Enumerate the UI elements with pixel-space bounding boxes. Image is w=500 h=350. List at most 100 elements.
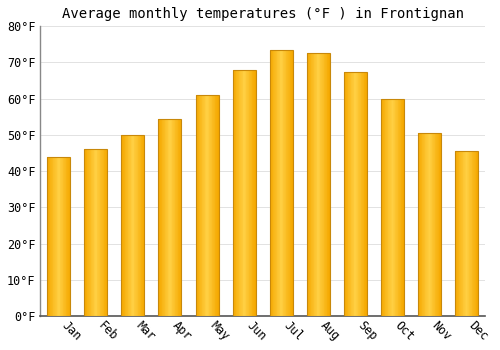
Bar (138, 135, 139, 316)
Bar (56, 157, 58, 316)
Bar (288, 50, 289, 316)
Bar (418, 133, 420, 316)
Bar (323, 54, 324, 316)
Bar (396, 99, 397, 316)
Bar (467, 151, 468, 316)
Bar (328, 54, 329, 316)
Bar (270, 50, 292, 316)
Bar (198, 95, 200, 316)
Bar (275, 50, 276, 316)
Bar (197, 95, 198, 316)
Bar (354, 71, 355, 316)
Bar (52, 157, 54, 316)
Bar (255, 70, 256, 316)
Bar (460, 151, 461, 316)
Bar (232, 70, 234, 316)
Bar (139, 135, 140, 316)
Bar (232, 70, 256, 316)
Bar (100, 149, 101, 316)
Bar (291, 50, 292, 316)
Bar (204, 95, 206, 316)
Bar (362, 71, 363, 316)
Bar (216, 95, 217, 316)
Bar (434, 133, 436, 316)
Bar (134, 135, 135, 316)
Bar (433, 133, 434, 316)
Bar (284, 50, 285, 316)
Bar (237, 70, 238, 316)
Bar (248, 70, 250, 316)
Bar (180, 119, 182, 316)
Bar (48, 157, 49, 316)
Bar (352, 71, 353, 316)
Bar (388, 99, 389, 316)
Bar (272, 50, 274, 316)
Bar (477, 151, 478, 316)
Bar (286, 50, 288, 316)
Bar (455, 151, 478, 316)
Bar (430, 133, 431, 316)
Bar (381, 99, 382, 316)
Bar (130, 135, 132, 316)
Bar (84, 149, 85, 316)
Bar (214, 95, 216, 316)
Bar (179, 119, 180, 316)
Bar (99, 149, 100, 316)
Bar (314, 54, 315, 316)
Bar (281, 50, 282, 316)
Bar (164, 119, 166, 316)
Bar (143, 135, 144, 316)
Bar (252, 70, 254, 316)
Bar (310, 54, 312, 316)
Bar (88, 149, 89, 316)
Bar (124, 135, 126, 316)
Bar (242, 70, 244, 316)
Bar (54, 157, 55, 316)
Bar (470, 151, 471, 316)
Bar (392, 99, 393, 316)
Bar (290, 50, 291, 316)
Bar (346, 71, 347, 316)
Bar (383, 99, 384, 316)
Bar (60, 157, 61, 316)
Bar (306, 54, 330, 316)
Bar (196, 95, 218, 316)
Bar (316, 54, 318, 316)
Bar (234, 70, 235, 316)
Bar (432, 133, 433, 316)
Bar (397, 99, 398, 316)
Bar (270, 50, 271, 316)
Bar (217, 95, 218, 316)
Bar (319, 54, 320, 316)
Bar (166, 119, 167, 316)
Bar (213, 95, 214, 316)
Bar (201, 95, 202, 316)
Bar (101, 149, 102, 316)
Bar (203, 95, 204, 316)
Bar (51, 157, 52, 316)
Bar (279, 50, 280, 316)
Bar (90, 149, 92, 316)
Bar (168, 119, 169, 316)
Bar (390, 99, 392, 316)
Bar (206, 95, 207, 316)
Bar (344, 71, 366, 316)
Bar (427, 133, 428, 316)
Bar (428, 133, 430, 316)
Bar (244, 70, 245, 316)
Bar (423, 133, 424, 316)
Bar (475, 151, 476, 316)
Bar (350, 71, 352, 316)
Bar (92, 149, 93, 316)
Bar (468, 151, 469, 316)
Bar (210, 95, 211, 316)
Bar (365, 71, 366, 316)
Bar (363, 71, 364, 316)
Bar (173, 119, 174, 316)
Bar (280, 50, 281, 316)
Bar (103, 149, 104, 316)
Bar (48, 157, 70, 316)
Bar (58, 157, 59, 316)
Bar (461, 151, 462, 316)
Bar (89, 149, 90, 316)
